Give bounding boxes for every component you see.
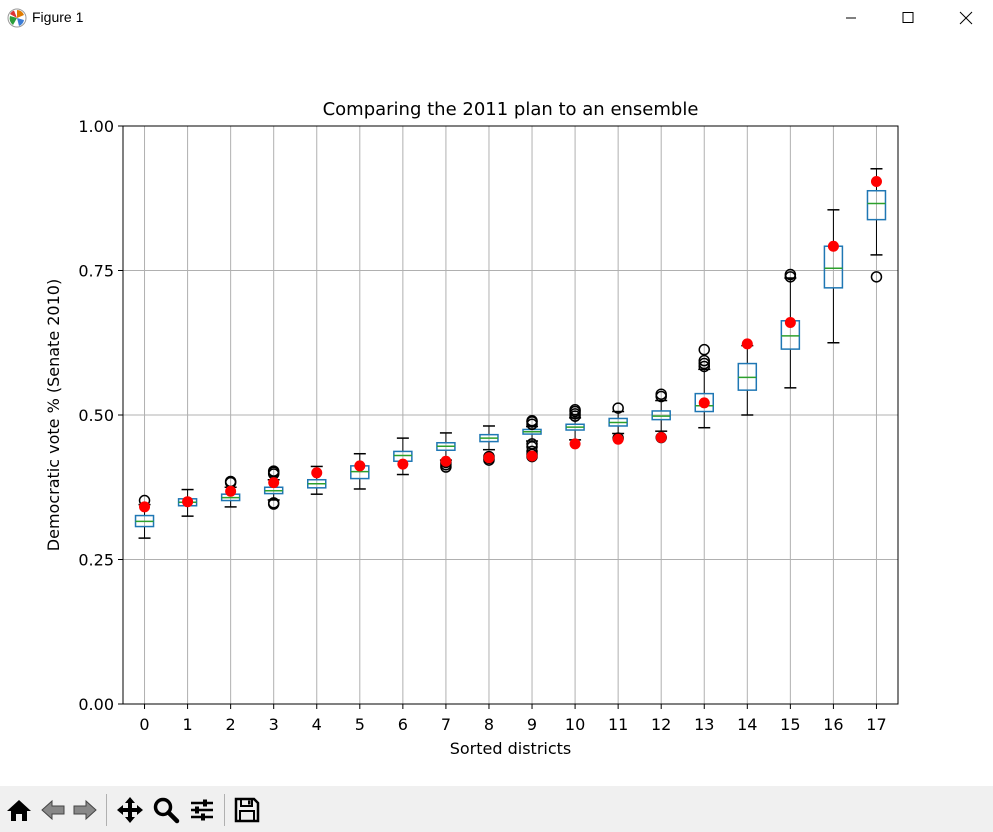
flier-point [698,357,710,370]
box-layer [134,168,887,539]
x-tick-label: 14 [737,715,757,734]
back-button[interactable] [36,794,70,826]
flier-point [267,497,280,509]
enacted-plan-point [526,450,538,462]
sliders-icon [191,799,213,821]
configure-button[interactable] [185,794,219,826]
enacted-plan-point [397,458,409,470]
close-icon [959,11,973,25]
window-titlebar: Figure 1 [0,0,993,36]
flier-point [267,465,280,477]
x-axis-label: Sorted districts [450,739,572,758]
flier-point [784,268,797,281]
minimize-icon [846,17,856,19]
x-tick-label: 10 [565,715,585,734]
y-tick-label: 0.75 [78,262,114,281]
flier-point [698,360,710,373]
flier-point [526,438,538,450]
x-tick-label: 2 [226,715,236,734]
back-arrow-icon [41,799,65,821]
pan-icon [117,797,143,823]
flier-point [569,404,581,416]
enacted-plan-point [698,397,710,409]
enacted-plan-point [870,175,882,187]
tick-layer: 0 1 2 3 4 5 6 7 8 9 10 11 12 13 14 15 16 170.000.250.500.… [78,117,886,734]
save-icon [234,797,260,823]
forward-button[interactable] [68,794,102,826]
enacted-plan-point [354,460,366,472]
enacted-plan-point [182,496,194,508]
enacted-plan-point [784,317,796,329]
boxplot-chart: 0 1 2 3 4 5 6 7 8 9 10 11 12 13 14 15 16 170.000.250.500.… [44,99,899,758]
box-iqr [866,189,887,221]
flier-point [612,402,624,414]
minimize-button[interactable] [822,0,880,36]
navigation-toolbar [0,786,993,832]
forward-arrow-icon [73,799,97,821]
x-tick-label: 12 [651,715,671,734]
close-button[interactable] [937,0,993,36]
x-tick-label: 17 [866,715,886,734]
x-tick-label: 6 [398,715,408,734]
enacted-plan-point [139,501,151,513]
y-tick-label: 0.25 [78,551,114,570]
x-tick-label: 4 [312,715,322,734]
x-tick-label: 15 [780,715,800,734]
window-title: Figure 1 [32,9,84,25]
home-button[interactable] [2,794,36,826]
x-tick-label: 16 [823,715,843,734]
enacted-plan-point [483,452,495,464]
x-tick-label: 8 [484,715,494,734]
enacted-plan-point [612,433,624,445]
box-iqr [694,392,714,413]
y-tick-label: 0.00 [78,695,114,714]
flier-point [870,271,883,283]
x-tick-label: 3 [269,715,279,734]
save-button[interactable] [230,794,264,826]
enacted-plan-point [741,338,753,350]
zoom-icon [153,797,180,824]
toolbar-separator [106,794,107,826]
box-iqr [651,410,671,421]
x-tick-label: 0 [139,715,149,734]
y-tick-label: 0.50 [78,406,114,425]
x-tick-label: 9 [527,715,537,734]
grid-layer [123,125,898,705]
home-icon [7,800,31,821]
x-tick-label: 11 [608,715,628,734]
enacted-plan-point [225,485,237,497]
zoom-button[interactable] [149,794,183,826]
flier-point [698,343,710,356]
y-tick-label: 1.00 [78,117,114,136]
enacted-plan-point [268,477,280,489]
maximize-icon [902,12,914,23]
pan-button[interactable] [113,794,147,826]
x-tick-label: 7 [441,715,451,734]
enacted-plan-point [827,240,839,252]
flier-point [655,388,667,400]
enacted-plan-layer [139,175,882,513]
toolbar-separator [224,794,225,826]
y-axis-label: Democratic vote % (Senate 2010) [44,279,63,551]
x-tick-label: 5 [355,715,365,734]
enacted-plan-point [311,467,323,479]
figure-canvas: 0 1 2 3 4 5 6 7 8 9 10 11 12 13 14 15 16 17 0.00 0.25 0.50 0.… [0,36,993,786]
chart-title: Comparing the 2011 plan to an ensemble [323,99,699,120]
flier-point [698,354,710,367]
enacted-plan-point [440,455,452,467]
matplotlib-logo-icon [7,8,27,28]
enacted-plan-point [655,432,667,444]
enacted-plan-point [569,438,581,450]
x-tick-label: 13 [694,715,714,734]
x-tick-label: 1 [182,715,192,734]
flier-point [526,415,538,427]
maximize-button[interactable] [879,0,937,36]
